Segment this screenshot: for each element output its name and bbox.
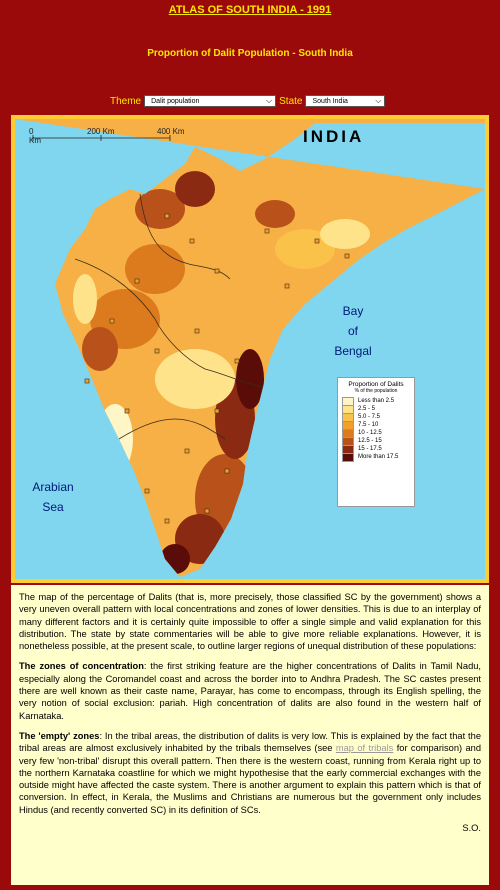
legend-label: More than 17.5	[358, 454, 399, 460]
legend-label: 7.5 - 10	[358, 422, 379, 428]
atlas-title[interactable]: ATLAS OF SOUTH INDIA - 1991	[168, 4, 332, 16]
scale-label-200: 200 Km	[87, 127, 115, 136]
legend-items: Less than 2.5 2.5 - 5 5.0 - 7.5 7.5 - 10 10 …	[342, 396, 410, 462]
scale-label-400: 400 Km	[157, 127, 185, 136]
commentary-panel: The map of the percentage of Dalits (tha…	[11, 585, 489, 885]
legend-subtitle: % of the population	[354, 388, 398, 394]
map-frame: 0 Km 200 Km 400 Km INDIA Bay of Bengal A…	[11, 115, 489, 583]
country-label: INDIA	[303, 127, 365, 146]
bay-of-bengal-label: Bay of Bengal	[334, 304, 372, 358]
legend-title: Proportion of Dalits	[348, 381, 404, 388]
concentration-heading: The zones of concentration	[19, 661, 144, 672]
state-label: State	[279, 95, 303, 107]
chevron-down-icon: ⌵	[375, 96, 382, 105]
map-of-tribals-link[interactable]: map of tribals	[335, 743, 394, 754]
theme-select[interactable]: Dalit population ⌵	[144, 95, 277, 107]
legend-swatch	[342, 452, 354, 462]
map-subtitle: Proportion of Dalit Population - South I…	[147, 48, 353, 59]
dalit-proportion-map: 0 Km 200 Km 400 Km INDIA Bay of Bengal A…	[15, 119, 485, 579]
legend-label: 2.5 - 5	[358, 406, 376, 412]
legend-label: 12.5 - 15	[358, 438, 382, 444]
theme-select-value: Dalit population	[151, 97, 200, 105]
theme-label: Theme	[110, 95, 142, 107]
state-select[interactable]: South India ⌵	[305, 95, 386, 107]
empty-zones-heading: The 'empty' zones	[19, 730, 100, 741]
paragraph-concentration: The zones of concentration: the first st…	[19, 661, 481, 721]
paragraph-empty-zones: The 'empty' zones: In the tribal areas, …	[19, 730, 481, 815]
scale-label-0: 0 Km	[29, 127, 41, 145]
legend-item: More than 17.5	[342, 452, 410, 462]
state-select-value: South India	[312, 97, 348, 105]
scale-bar	[32, 135, 171, 141]
legend-label: Less than 2.5	[358, 398, 395, 404]
selector-bar: Theme Dalit population ⌵ State South Ind…	[110, 94, 386, 108]
chevron-down-icon: ⌵	[266, 96, 273, 105]
arabian-sea-label: Arabian Sea	[32, 480, 74, 514]
author-signature: S.O.	[462, 823, 481, 834]
legend-label: 10 - 12.5	[358, 430, 382, 436]
map-legend: Proportion of Dalits % of the population…	[337, 377, 415, 507]
legend-label: 15 - 17.5	[358, 446, 382, 452]
map-graphic	[15, 119, 485, 577]
paragraph-overview: The map of the percentage of Dalits (tha…	[19, 592, 481, 652]
legend-label: 5.0 - 7.5	[358, 414, 381, 420]
district-markers	[84, 213, 350, 524]
